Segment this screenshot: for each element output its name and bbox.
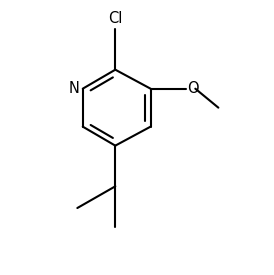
Text: Cl: Cl <box>108 11 122 26</box>
Text: O: O <box>187 81 199 96</box>
Text: N: N <box>68 81 79 96</box>
